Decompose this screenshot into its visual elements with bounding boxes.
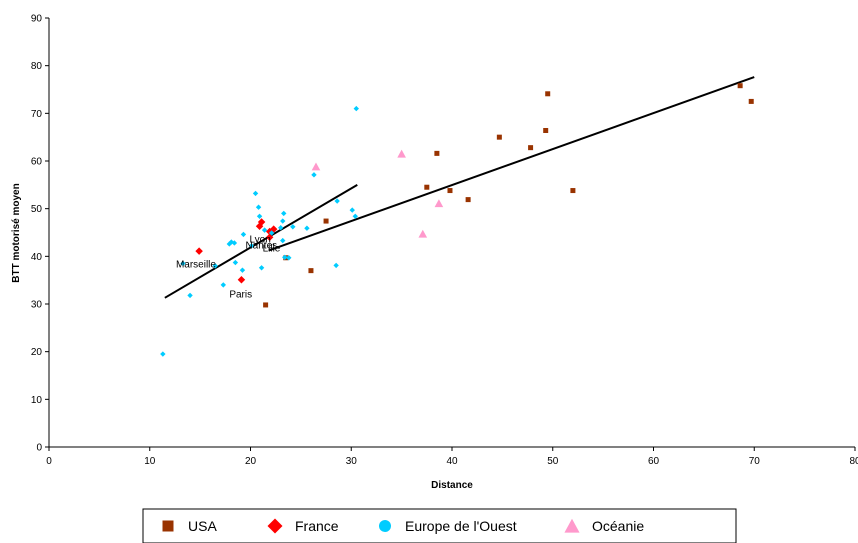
usa-point	[748, 98, 754, 104]
europe-de-l-ouest-point	[255, 204, 262, 210]
france-point	[195, 247, 203, 255]
oc-anie-point	[397, 149, 406, 158]
y-tick-label: 10	[31, 395, 43, 406]
y-axis-title: BTT motorisé moyen	[11, 183, 22, 282]
france-point	[257, 218, 266, 226]
europe-de-l-ouest-point	[349, 207, 355, 213]
legend-marker-usa	[162, 520, 174, 532]
city-label: Lille	[263, 244, 281, 255]
europe-de-l-ouest-point	[281, 210, 287, 217]
europe-de-l-ouest-point	[212, 263, 218, 269]
trend-lines	[164, 76, 755, 299]
usa-point	[323, 218, 329, 224]
city-label: Paris	[229, 289, 252, 300]
europe-de-l-ouest-point	[353, 105, 359, 112]
plot-area: 0 10 20 30 40 50 60 70 80 90 0 10 20 30 40 50 60 70 80 Ma…	[31, 14, 858, 468]
oc-anie-point	[434, 199, 444, 208]
legend-label: USA	[188, 518, 217, 534]
trend-line	[164, 183, 358, 299]
x-tick-label: 50	[547, 456, 559, 467]
usa-point	[528, 145, 534, 151]
europe-de-l-ouest-point	[286, 255, 292, 261]
europe-de-l-ouest-point	[220, 282, 226, 288]
y-tick-label: 80	[31, 61, 43, 72]
usa-point	[263, 302, 269, 308]
legend-marker-oceanie	[564, 518, 580, 533]
usa-point	[424, 184, 430, 190]
x-tick-label: 40	[446, 456, 458, 467]
europe-de-l-ouest-point	[239, 267, 246, 273]
usa-point	[447, 188, 453, 194]
y-tick-label: 70	[31, 109, 43, 120]
usa-point	[570, 188, 576, 194]
usa-point	[496, 134, 502, 140]
europe-de-l-ouest-point	[256, 213, 263, 219]
europe-de-l-ouest-point	[248, 243, 255, 249]
europe-de-l-ouest-point	[352, 213, 358, 219]
europe-de-l-ouest-point	[282, 254, 288, 260]
europe-de-l-ouest-point	[226, 241, 233, 247]
legend-marker-france	[267, 518, 283, 534]
europe-de-l-ouest-point	[252, 190, 259, 197]
europe-de-l-ouest-point	[187, 292, 193, 299]
europe-de-l-ouest-point	[304, 225, 310, 231]
trend-line	[268, 76, 755, 252]
usa-point	[465, 197, 471, 203]
europe-de-l-ouest-point	[334, 198, 340, 204]
y-tick-label: 0	[36, 443, 42, 454]
europe-de-l-ouest-point	[180, 260, 186, 267]
europe-de-l-ouest-point	[278, 225, 284, 231]
europe-de-l-ouest-point	[290, 224, 296, 230]
europe-de-l-ouest-point	[261, 227, 268, 233]
city-label: Marseille	[176, 259, 216, 270]
legend-label: Europe de l'Ouest	[405, 518, 517, 534]
usa-point	[545, 91, 551, 97]
legend-marker-europe	[379, 520, 391, 532]
legend: USA France Europe de l'Ouest Océanie	[142, 508, 737, 543]
usa-point	[543, 127, 549, 133]
data-points	[160, 83, 754, 357]
oc-anie-point	[418, 229, 428, 238]
y-tick-label: 60	[31, 157, 43, 168]
x-ticks: 0 10 20 30 40 50 60 70 80	[46, 447, 858, 467]
usa-point	[308, 268, 314, 274]
europe-de-l-ouest-point	[311, 172, 317, 178]
europe-de-l-ouest-point	[280, 218, 286, 224]
y-ticks: 0 10 20 30 40 50 60 70 80 90	[31, 14, 49, 454]
x-tick-label: 60	[648, 456, 660, 467]
x-tick-label: 10	[144, 456, 156, 467]
x-tick-label: 80	[849, 456, 858, 467]
x-tick-label: 20	[245, 456, 257, 467]
y-tick-label: 40	[31, 252, 43, 263]
y-tick-label: 90	[31, 14, 43, 25]
oc-anie-point	[311, 162, 321, 171]
x-tick-label: 70	[749, 456, 761, 467]
usa-point	[737, 83, 743, 89]
legend-label: France	[295, 518, 339, 534]
france-point	[237, 275, 246, 284]
europe-de-l-ouest-point	[280, 237, 286, 244]
europe-de-l-ouest-point	[160, 351, 166, 357]
x-tick-label: 30	[346, 456, 358, 467]
europe-de-l-ouest-point	[268, 230, 275, 236]
x-tick-label: 0	[46, 456, 52, 467]
usa-point	[434, 150, 440, 156]
x-axis-title: Distance	[431, 480, 473, 491]
city-label: Nantes	[245, 241, 277, 252]
europe-de-l-ouest-point	[258, 265, 265, 271]
europe-de-l-ouest-point	[231, 240, 238, 246]
legend-label: Océanie	[592, 518, 644, 534]
y-tick-label: 20	[31, 347, 43, 358]
y-tick-label: 30	[31, 300, 43, 311]
europe-de-l-ouest-point	[333, 262, 339, 269]
europe-de-l-ouest-point	[240, 231, 247, 238]
city-label: Lyon	[249, 235, 270, 246]
europe-de-l-ouest-point	[232, 259, 239, 266]
legend-box	[142, 508, 737, 543]
y-tick-label: 50	[31, 204, 43, 215]
